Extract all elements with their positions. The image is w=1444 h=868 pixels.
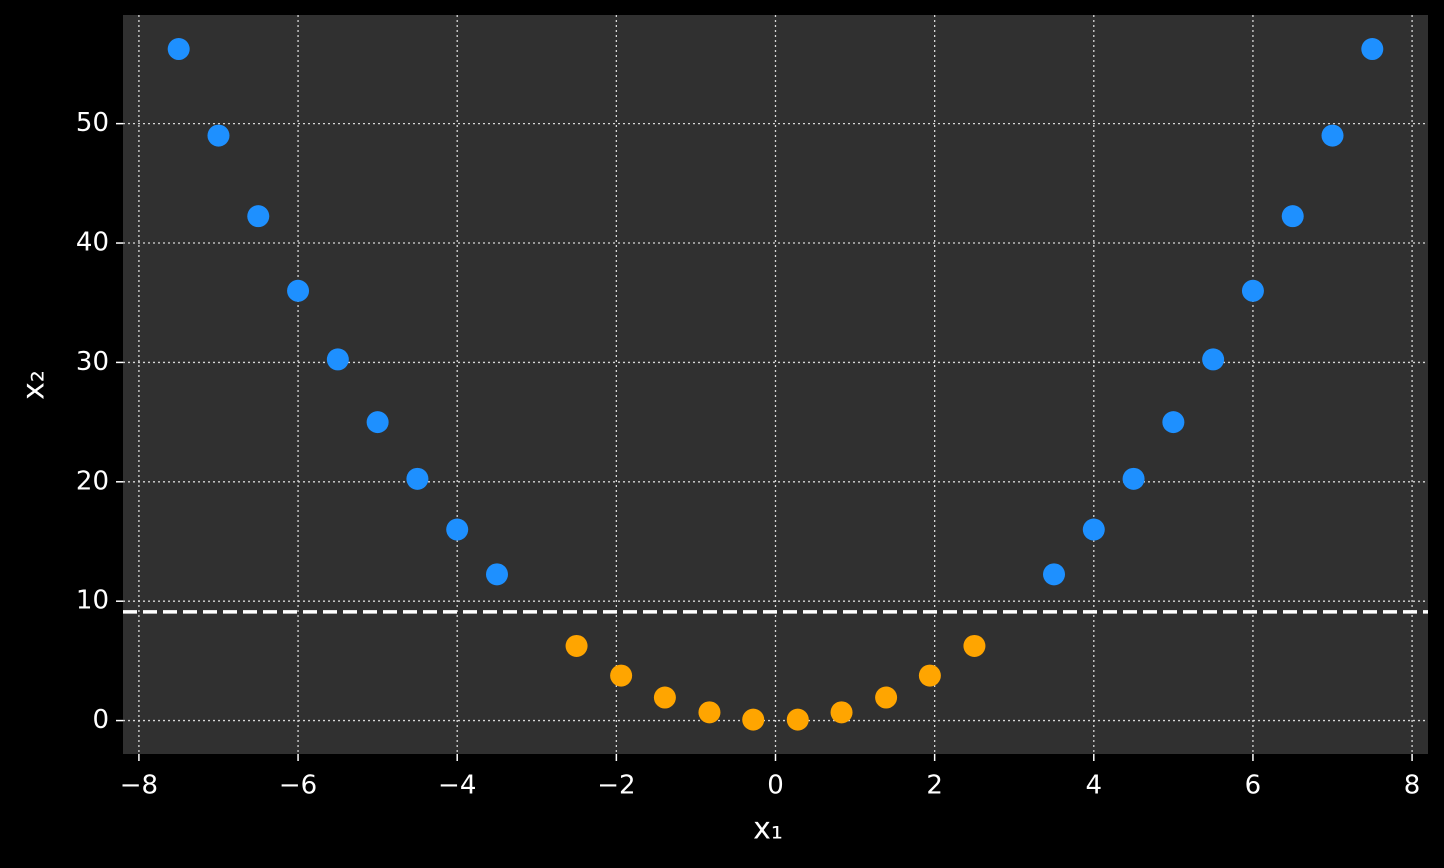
x-axis-label: x₁	[753, 812, 783, 847]
point	[207, 124, 230, 147]
point	[1281, 205, 1304, 228]
x-tick-label: −8	[120, 771, 158, 801]
point	[742, 708, 765, 731]
point	[830, 701, 853, 724]
point	[1162, 411, 1185, 434]
point	[287, 279, 310, 302]
point	[1082, 518, 1105, 541]
point	[875, 686, 898, 709]
x-tick-label: −6	[279, 771, 317, 801]
point	[698, 701, 721, 724]
point	[1122, 467, 1145, 490]
point	[1202, 348, 1225, 371]
y-tick-label: 0	[92, 705, 109, 735]
point	[366, 411, 389, 434]
point	[786, 708, 809, 731]
y-tick-label: 40	[76, 228, 109, 258]
point	[1043, 563, 1066, 586]
y-tick-label: 10	[76, 586, 109, 616]
point	[653, 686, 676, 709]
y-tick-label: 50	[76, 108, 109, 138]
x-tick-label: −4	[438, 771, 476, 801]
point	[1361, 38, 1384, 61]
point	[167, 38, 190, 61]
point	[326, 348, 349, 371]
point	[247, 205, 270, 228]
point	[485, 563, 508, 586]
point	[446, 518, 469, 541]
y-tick-label: 30	[76, 347, 109, 377]
x-tick-label: 2	[926, 771, 943, 801]
x-tick-label: 8	[1404, 771, 1421, 801]
point	[610, 664, 633, 687]
point	[406, 467, 429, 490]
x-tick-label: 4	[1086, 771, 1103, 801]
point	[963, 634, 986, 657]
point	[565, 634, 588, 657]
x-tick-label: 0	[767, 771, 784, 801]
point	[1241, 279, 1264, 302]
point	[918, 664, 941, 687]
y-axis-label: x₂	[17, 370, 52, 400]
point	[1321, 124, 1344, 147]
y-tick-label: 20	[76, 466, 109, 496]
x-tick-label: 6	[1245, 771, 1262, 801]
x-tick-label: −2	[597, 771, 635, 801]
